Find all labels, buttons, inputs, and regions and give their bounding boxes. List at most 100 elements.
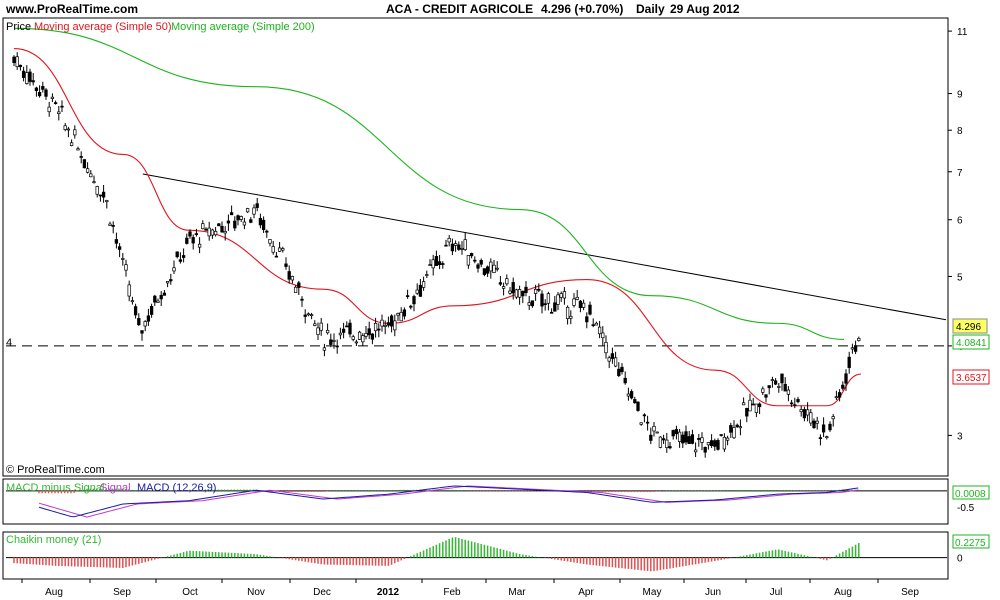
ma50-label: 3.6537 <box>956 373 987 384</box>
candle-body <box>524 286 528 293</box>
candle-body <box>681 434 685 444</box>
candle-body <box>447 237 451 243</box>
candle-body <box>821 424 826 433</box>
candle-body <box>847 356 851 368</box>
candle-body <box>194 233 199 235</box>
candle-body <box>265 230 269 233</box>
xtick-label: Feb <box>443 587 461 598</box>
candle-body <box>511 282 515 294</box>
last-price-label: 4.296 <box>956 322 981 333</box>
candle-body <box>335 345 339 348</box>
candle-body <box>770 379 775 381</box>
chaikin-layer <box>6 537 947 572</box>
candle-body <box>76 148 80 151</box>
candle-body <box>399 311 403 322</box>
candle-body <box>581 302 586 308</box>
candle-body <box>463 239 467 251</box>
candle-body <box>796 399 800 403</box>
candle-body <box>761 388 765 393</box>
candle-body <box>501 286 506 289</box>
candle-body <box>306 313 311 316</box>
candle-body <box>73 129 77 136</box>
candle-body <box>636 401 640 411</box>
candle-body <box>153 295 157 303</box>
candle-body <box>297 282 301 288</box>
candle-body <box>127 284 131 297</box>
candle-body <box>133 306 138 316</box>
candle-body <box>268 239 272 244</box>
candle-body <box>703 446 707 453</box>
candle-body <box>114 239 119 244</box>
candle-body <box>741 402 746 406</box>
candle-body <box>412 296 416 305</box>
candle-body <box>853 345 858 352</box>
candle-body <box>754 403 759 413</box>
candle-body <box>41 86 45 90</box>
candle-body <box>594 322 599 326</box>
candle-body <box>303 314 307 317</box>
candle-body <box>671 430 675 437</box>
candle-body <box>252 207 256 215</box>
price-ytick-label: 3 <box>957 431 963 442</box>
candle-body <box>665 439 669 449</box>
candle-body <box>386 322 391 326</box>
candle-body <box>809 412 813 424</box>
candle-body <box>108 223 112 226</box>
candle-body <box>370 333 375 340</box>
candle-body <box>172 267 176 272</box>
macd-layer <box>6 485 947 518</box>
candle-body <box>178 259 183 262</box>
candle-body <box>738 426 743 429</box>
chaikin-title: Chaikin money (21) <box>6 534 101 546</box>
period-label: Daily <box>636 2 665 16</box>
candle-body <box>540 293 544 307</box>
price-info: 4.296 (+0.70%) <box>541 2 624 16</box>
candle-body <box>834 396 839 399</box>
candle-body <box>802 409 807 419</box>
candle-body <box>661 438 666 441</box>
candle-body <box>53 102 58 104</box>
candle-body <box>162 292 167 296</box>
candle-body <box>383 325 387 327</box>
candle-body <box>25 72 29 85</box>
instrument-title: ACA - CREDIT AGRICOLE <box>386 2 534 16</box>
candle-body <box>649 434 653 441</box>
candle-body <box>357 331 362 340</box>
price-ytick-label: 9 <box>957 90 963 101</box>
candle-body <box>687 436 691 444</box>
candle-body <box>255 203 259 208</box>
candle-body <box>562 291 567 299</box>
candle-body <box>130 300 135 303</box>
candle-body <box>453 243 458 246</box>
xtick-label: Dec <box>313 587 331 598</box>
xtick-label: Mar <box>508 587 526 598</box>
candle-body <box>437 261 442 265</box>
candle-body <box>95 186 99 195</box>
candle-body <box>82 159 87 169</box>
candle-body <box>341 328 346 333</box>
candle-body <box>85 168 90 173</box>
candle-body <box>220 225 224 233</box>
candle-body <box>34 87 39 92</box>
xtick-label: Aug <box>45 587 63 598</box>
candle-body <box>258 218 263 226</box>
candle-body <box>572 298 576 306</box>
candle-body <box>783 383 787 392</box>
candle-body <box>105 200 109 202</box>
candle-body <box>277 247 282 252</box>
candle-body <box>28 71 32 82</box>
macd-ytick-label: -0.5 <box>957 503 975 514</box>
candle-body <box>239 216 243 220</box>
candle-body <box>495 267 499 270</box>
candle-body <box>546 293 551 304</box>
candle-body <box>812 420 816 429</box>
candle-body <box>748 399 752 412</box>
candle-body <box>396 313 400 316</box>
candle-body <box>140 330 144 334</box>
price-ytick-label: 7 <box>957 168 963 179</box>
candle-body <box>757 403 762 408</box>
candle-body <box>425 274 429 276</box>
candle-body <box>745 408 749 417</box>
candle-body <box>709 440 714 446</box>
candle-body <box>642 414 647 417</box>
